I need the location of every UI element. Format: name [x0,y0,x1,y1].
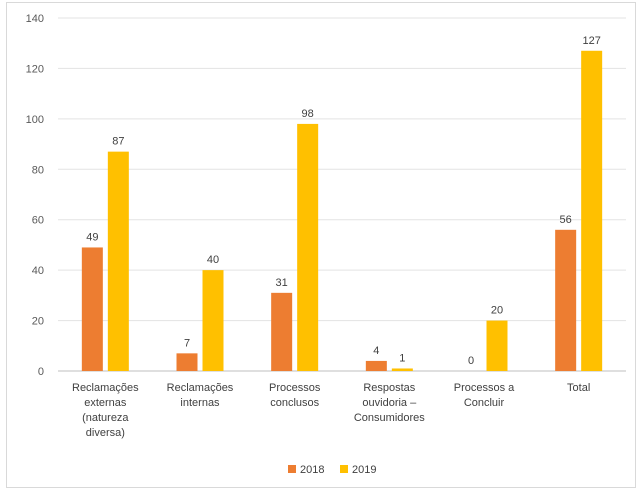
y-tick-label: 0 [38,366,44,378]
data-label: 98 [302,108,314,120]
data-label: 127 [582,35,600,47]
category-label: Total [567,382,590,394]
bar-2018-2 [271,292,293,371]
y-tick-label: 140 [26,13,44,25]
category-label-line: Total [567,382,590,394]
category-label-line: conclusos [270,397,319,409]
data-label: 31 [276,277,288,289]
category-label-line: Processos [269,382,321,394]
legend-label: 2019 [352,464,376,476]
data-label: 0 [468,355,474,367]
category-label-line: (natureza [82,412,129,424]
legend-swatch-2019 [340,465,348,473]
legend-swatch-2018 [288,465,296,473]
bar-2018-3 [365,360,387,371]
category-label: Processos conclusos [269,382,321,409]
category-label: Reclamações externas (natureza diversa) [72,382,139,439]
category-label-line: diversa) [86,427,125,439]
y-tick-label: 80 [32,164,44,176]
category-label-line: Consumidores [354,412,425,424]
bar-2018-0 [81,247,103,371]
category-label-line: Processos a [454,382,515,394]
data-label: 4 [373,345,379,357]
y-tick-label: 60 [32,215,44,227]
category-label-line: Reclamações [72,382,139,394]
y-tick-label: 40 [32,265,44,277]
category-label-line: internas [180,397,220,409]
bar-2019-2 [297,123,319,372]
bar-2019-3 [391,368,413,371]
bar-2019-1 [202,270,224,371]
category-label-line: externas [84,397,127,409]
category-label: Reclamações internas [167,382,234,409]
data-label: 7 [184,337,190,349]
category-label-line: Reclamações [167,382,234,394]
category-label-line: Concluir [464,397,505,409]
data-label: 40 [207,254,219,266]
data-label: 87 [112,136,124,148]
data-label: 1 [399,352,405,364]
data-label: 20 [491,305,503,317]
bar-2019-5 [581,50,603,372]
category-label: Respostas ouvidoria – Consumidores [354,382,425,424]
bar-2018-5 [555,229,577,371]
y-tick-label: 20 [32,316,44,328]
data-label: 49 [86,231,98,243]
legend-label: 2018 [300,464,324,476]
bar-2018-1 [176,353,198,371]
bar-2019-4 [486,320,508,371]
bar-2019-0 [107,151,129,371]
category-label-line: Respostas [363,382,415,394]
category-label: Processos a Concluir [454,382,515,409]
data-label: 56 [560,214,572,226]
category-label-line: ouvidoria – [362,397,417,409]
y-tick-label: 100 [26,114,44,126]
y-tick-label: 120 [26,63,44,75]
